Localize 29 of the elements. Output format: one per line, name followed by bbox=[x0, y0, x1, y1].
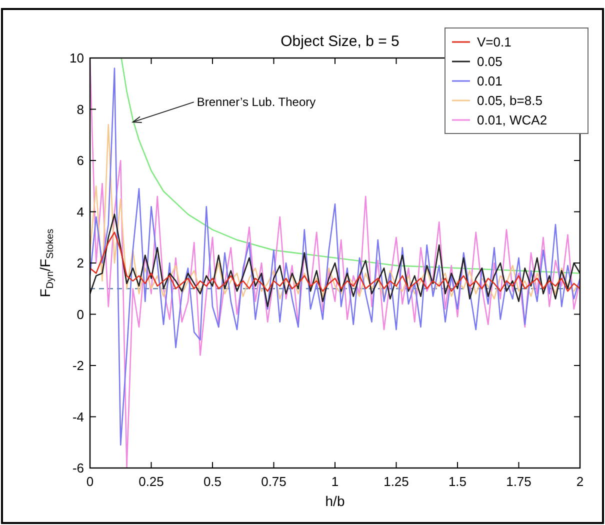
y-tick-label: -2 bbox=[72, 358, 84, 373]
x-tick-label: 1.75 bbox=[506, 474, 532, 489]
line-series bbox=[90, 232, 580, 292]
line-series bbox=[120, 58, 580, 274]
x-axis-title: h/b bbox=[325, 493, 345, 509]
line-series bbox=[90, 214, 580, 308]
chart-title: Object Size, b = 5 bbox=[280, 33, 400, 50]
legend-label: V=0.1 bbox=[477, 34, 512, 50]
x-tick-label: 1.25 bbox=[384, 474, 409, 489]
y-tick-label: 8 bbox=[76, 102, 84, 117]
legend-label: 0.05 bbox=[477, 54, 502, 69]
x-tick-label: 0.5 bbox=[203, 474, 222, 489]
legend-label: 0.01 bbox=[477, 74, 502, 88]
x-tick-label: 1.5 bbox=[448, 474, 467, 489]
legend-label: 0.01, WCA2 bbox=[477, 112, 548, 128]
y-tick-label: -4 bbox=[72, 409, 84, 424]
y-tick-label: 2 bbox=[76, 256, 84, 270]
x-tick-label: 0.25 bbox=[138, 474, 164, 489]
annotation: Brenner’s Lub. Theory bbox=[196, 95, 316, 110]
y-tick-label: -6 bbox=[72, 460, 84, 476]
legend-label: 0.05, b=8.5 bbox=[477, 93, 542, 108]
x-tick-label: 0.75 bbox=[261, 474, 286, 489]
x-tick-label: 0 bbox=[86, 474, 94, 489]
x-tick-label: 1 bbox=[331, 474, 339, 489]
y-tick-label: 0 bbox=[76, 306, 84, 322]
y-tick-label: 10 bbox=[70, 50, 84, 66]
y-tick-label: 4 bbox=[76, 204, 84, 220]
x-tick-label: 2 bbox=[576, 474, 584, 489]
y-tick-label: 6 bbox=[76, 153, 84, 168]
